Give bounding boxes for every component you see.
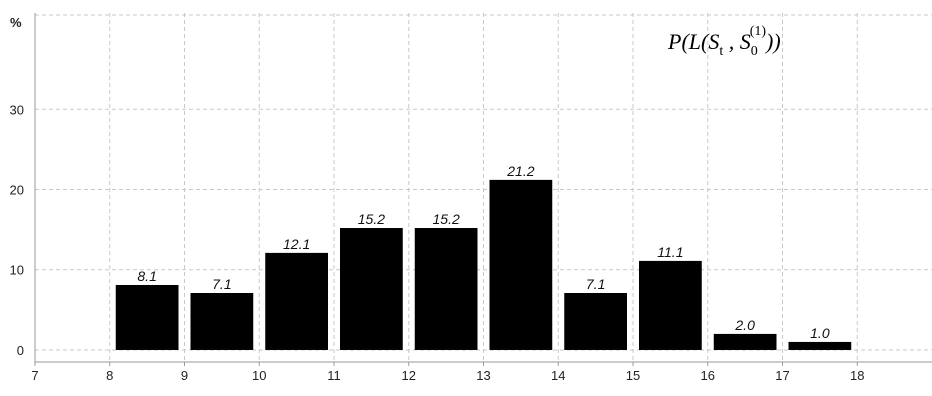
bar-value-label-3: 12.1 (283, 236, 310, 252)
x-tick-label-7: 7 (31, 368, 38, 383)
bar-2 (190, 293, 254, 350)
y-tick-label-20: 20 (10, 183, 24, 198)
bar-10 (788, 341, 852, 350)
x-tick-label-8: 8 (106, 368, 113, 383)
y-axis-unit: % (10, 15, 22, 30)
bars (115, 179, 852, 350)
x-tick-label-18: 18 (850, 368, 864, 383)
x-tick-label-16: 16 (701, 368, 715, 383)
formula-part-3: )) (764, 29, 781, 54)
bar-value-label-10: 1.0 (810, 325, 830, 341)
bar-value-label-2: 7.1 (212, 276, 231, 292)
bar-value-label-6: 21.2 (506, 163, 534, 179)
bar-4 (340, 228, 403, 350)
x-tick-label-17: 17 (775, 368, 789, 383)
formula-sup-1: (1) (750, 24, 767, 39)
bar-value-label-1: 8.1 (137, 268, 156, 284)
bar-value-label-8: 11.1 (657, 244, 683, 260)
y-tick-label-10: 10 (10, 263, 24, 278)
formula-part-2: , S (723, 29, 751, 54)
x-tick-label-9: 9 (181, 368, 188, 383)
y-tick-label-0: 0 (17, 343, 24, 358)
x-tick-label-15: 15 (626, 368, 640, 383)
x-tick-label-14: 14 (551, 368, 565, 383)
bar-3 (265, 252, 328, 350)
x-tick-label-12: 12 (402, 368, 416, 383)
bar-8 (639, 260, 702, 350)
bar-7 (564, 293, 627, 350)
x-tick-label-13: 13 (476, 368, 490, 383)
formula-sub-0: 0 (751, 44, 758, 59)
bar-value-label-5: 15.2 (433, 211, 460, 227)
bar-9 (713, 333, 777, 350)
bar-6 (489, 179, 553, 350)
formula-sub-t: t (719, 44, 723, 59)
tick-labels: 7 8 9 10 11 12 13 14 15 16 17 18 0 10 20 30 (10, 102, 865, 383)
bar-value-label-9: 2.0 (734, 317, 755, 333)
probability-formula: P(L(St , S0 (1))) (667, 24, 781, 59)
bar-5 (414, 228, 478, 350)
grid-lines (34, 13, 932, 362)
bar-value-label-7: 7.1 (586, 276, 605, 292)
x-tick-label-11: 11 (327, 368, 341, 383)
x-tick-label-10: 10 (252, 368, 266, 383)
bar-1 (115, 284, 179, 350)
bar-value-label-4: 15.2 (358, 211, 385, 227)
y-tick-label-30: 30 (10, 102, 24, 117)
formula-part-1: P(L(S (667, 29, 719, 54)
data-labels: 8.1 7.1 12.1 15.2 15.2 21.2 7.1 11.1 2.0 1.0 (137, 163, 829, 341)
